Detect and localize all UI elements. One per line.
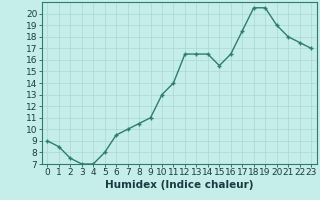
X-axis label: Humidex (Indice chaleur): Humidex (Indice chaleur) [105,180,253,190]
